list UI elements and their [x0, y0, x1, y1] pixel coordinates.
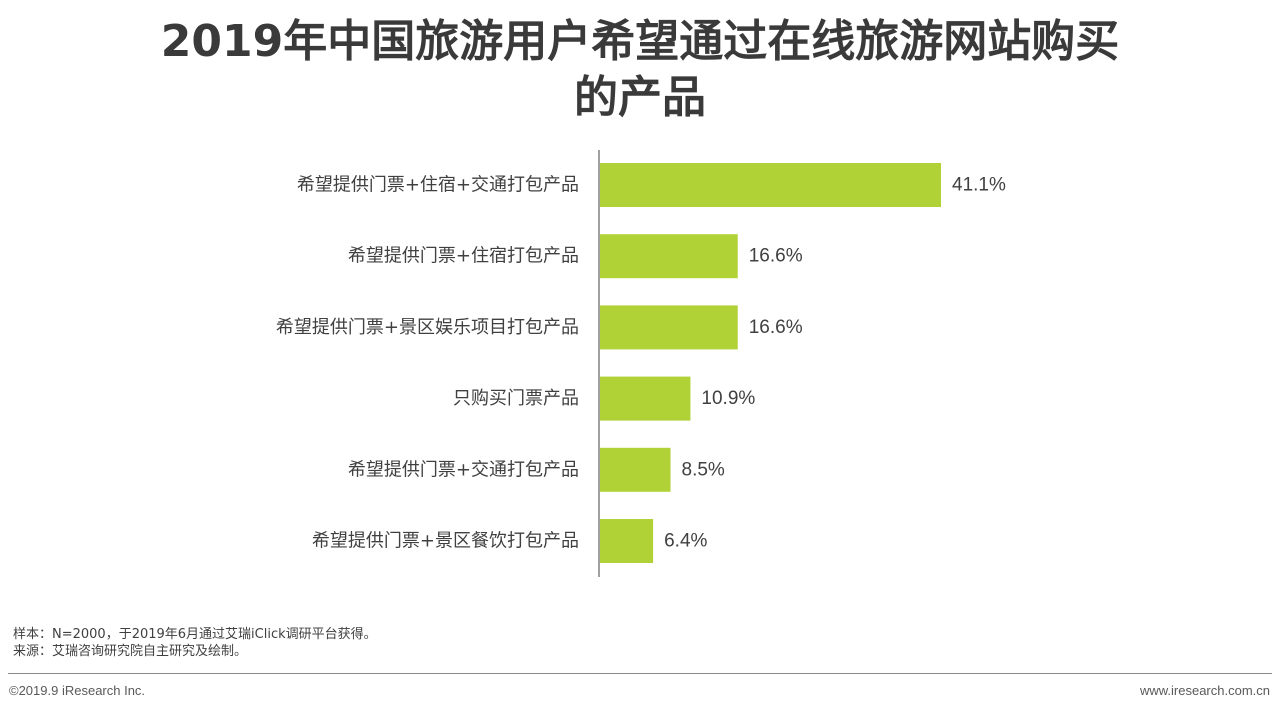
bar-chart: 希望提供门票+住宿+交通打包产品 41.1% 希望提供门票+住宿打包产品 16.6% 希…: [276, 150, 1006, 577]
website-link[interactable]: www.iresearch.com.cn: [1139, 683, 1270, 698]
category-label: 只购买门票产品: [453, 388, 579, 409]
source-note: 来源：艾瑞咨询研究院自主研究及绘制。: [13, 644, 248, 659]
chart-title-line-1: 2019年中国旅游用户希望通过在线旅游网站购买: [160, 16, 1120, 67]
bar: [600, 163, 941, 207]
category-label: 希望提供门票+景区娱乐项目打包产品: [276, 317, 579, 338]
category-label: 希望提供门票+住宿打包产品: [348, 246, 579, 267]
data-label: 16.6%: [749, 246, 803, 267]
chart-title-line-2: 的产品: [574, 72, 706, 123]
bar: [600, 519, 654, 563]
data-label: 8.5%: [682, 459, 725, 480]
category-label: 希望提供门票+景区餐饮打包产品: [312, 531, 579, 552]
data-label: 6.4%: [664, 531, 707, 552]
category-label: 希望提供门票+交通打包产品: [348, 459, 579, 480]
footer-divider: [8, 673, 1272, 674]
bar: [600, 234, 738, 279]
data-label: 16.6%: [749, 317, 803, 338]
sample-note: 样本：N=2000，于2019年6月通过艾瑞iClick调研平台获得。: [13, 627, 377, 642]
bar: [600, 447, 671, 492]
data-label: 41.1%: [952, 175, 1006, 196]
category-label: 希望提供门票+住宿+交通打包产品: [297, 175, 579, 196]
chart-title: 2019年中国旅游用户希望通过在线旅游网站购买 的产品: [0, 14, 1280, 126]
data-label: 10.9%: [701, 388, 755, 409]
bar: [600, 376, 691, 421]
notes: 样本：N=2000，于2019年6月通过艾瑞iClick调研平台获得。 来源：艾…: [13, 626, 377, 660]
copyright-text: ©2019.9 iResearch Inc.: [9, 683, 146, 698]
bar: [600, 305, 738, 350]
